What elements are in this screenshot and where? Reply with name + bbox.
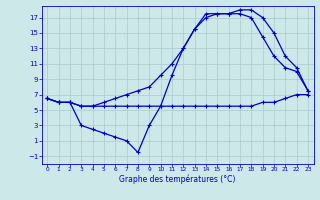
X-axis label: Graphe des températures (°C): Graphe des températures (°C) [119, 175, 236, 184]
